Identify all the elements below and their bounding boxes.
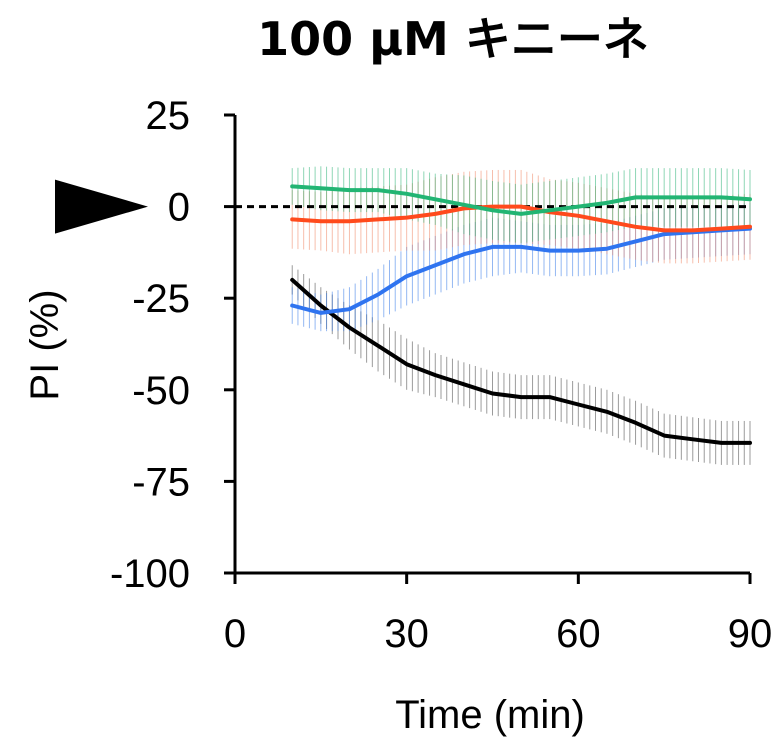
x-tick-label: 60 <box>556 612 601 656</box>
y-tick-label: -100 <box>110 552 190 596</box>
x-axis-label: Time (min) <box>395 693 585 737</box>
y-tick-label: -25 <box>132 277 190 321</box>
x-tick-label: 0 <box>224 612 246 656</box>
series-line <box>290 226 752 315</box>
y-tick-label: -75 <box>132 460 190 504</box>
y-axis-label: PI (%) <box>23 289 67 400</box>
plot-area: 25 0 -25 -50 -75 -100 0 30 60 90 <box>55 94 772 656</box>
y-tick-label: 0 <box>168 186 190 230</box>
series-line <box>290 184 752 216</box>
y-tick-label: 25 <box>146 94 191 138</box>
x-tick-label: 30 <box>384 612 429 656</box>
x-tick-label: 90 <box>728 612 773 656</box>
series-line <box>290 204 752 233</box>
series-line <box>290 277 752 445</box>
y-tick-label: -50 <box>132 369 190 413</box>
arrowhead-marker <box>55 179 148 234</box>
chart-title: 100 μM キニーネ <box>257 12 649 66</box>
